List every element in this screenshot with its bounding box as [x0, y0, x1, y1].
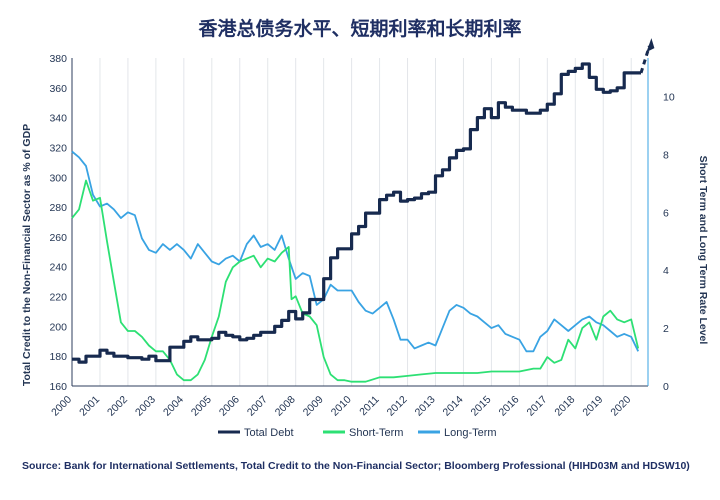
y-tick-label: 180	[49, 351, 67, 363]
legend-label: Long-Term	[444, 427, 497, 439]
y-tick-label: 340	[49, 113, 67, 125]
x-tick-label: 2013	[413, 394, 438, 419]
chart-title: 香港总债务水平、短期利率和长期利率	[198, 18, 522, 40]
x-tick-label: 2016	[496, 394, 521, 419]
y2-tick-label: 6	[663, 207, 669, 219]
x-tick-label: 2004	[161, 394, 186, 419]
y-tick-label: 160	[49, 381, 67, 393]
y2-tick-label: 10	[663, 92, 675, 104]
y-tick-label: 300	[49, 172, 67, 184]
legend: Total Debt Short-Term Long-Term	[218, 427, 497, 439]
x-axis-ticks: 2000 2001 2002 2003 2004 2005 2006 2007 2008 2009…	[49, 394, 633, 419]
y-tick-label: 200	[49, 321, 67, 333]
x-tick-label: 2005	[189, 394, 214, 419]
axes	[71, 58, 649, 387]
y2-axis-title: Short Term and Long Term Rate Level	[697, 156, 709, 345]
legend-label: Total Debt	[244, 427, 294, 439]
x-tick-label: 2015	[469, 394, 494, 419]
x-tick-label: 2010	[329, 394, 354, 419]
series-lines	[71, 38, 655, 383]
x-tick-label: 2012	[385, 394, 410, 419]
forecast-arrowhead	[646, 38, 655, 53]
x-tick-label: 2020	[608, 394, 633, 419]
x-tick-label: 2019	[580, 394, 605, 419]
forecast-dashed-line	[639, 45, 651, 74]
x-tick-label: 2007	[245, 394, 270, 419]
legend-label: Short-Term	[349, 427, 403, 439]
y-tick-label: 240	[49, 262, 67, 274]
x-tick-label: 2017	[524, 394, 549, 419]
series-line-short-term	[71, 179, 640, 383]
grid	[71, 58, 632, 386]
y2-tick-label: 0	[663, 381, 669, 393]
y-tick-label: 260	[49, 232, 67, 244]
x-tick-label: 2006	[217, 394, 242, 419]
left-axis-ticks: 160 180 200 220 240 260 280 300 320 340 360 380	[49, 53, 67, 393]
x-tick-label: 2014	[441, 394, 466, 419]
y-axis-title: Total Credit to the Non-Financial Sector…	[21, 124, 33, 386]
y-tick-label: 360	[49, 83, 67, 95]
y-tick-label: 280	[49, 202, 67, 214]
x-tick-label: 2008	[273, 394, 298, 419]
y-tick-label: 320	[49, 142, 67, 154]
right-axis-ticks: 0 2 4 6 8 10	[663, 92, 675, 393]
y-tick-label: 380	[49, 53, 67, 65]
y2-tick-label: 4	[663, 265, 669, 277]
series-line-total-debt	[72, 62, 641, 364]
x-tick-label: 2002	[105, 394, 130, 419]
x-tick-label: 2009	[301, 394, 326, 419]
x-tick-label: 2000	[49, 394, 74, 419]
series-line-long-term	[71, 150, 640, 353]
x-tick-label: 2003	[133, 394, 158, 419]
x-tick-label: 2001	[77, 394, 102, 419]
x-tick-label: 2011	[357, 394, 382, 419]
y-tick-label: 220	[49, 292, 67, 304]
y2-tick-label: 8	[663, 149, 669, 161]
source-note: Source: Bank for International Settlemen…	[22, 460, 690, 472]
x-tick-label: 2018	[552, 394, 577, 419]
y2-tick-label: 2	[663, 323, 669, 335]
